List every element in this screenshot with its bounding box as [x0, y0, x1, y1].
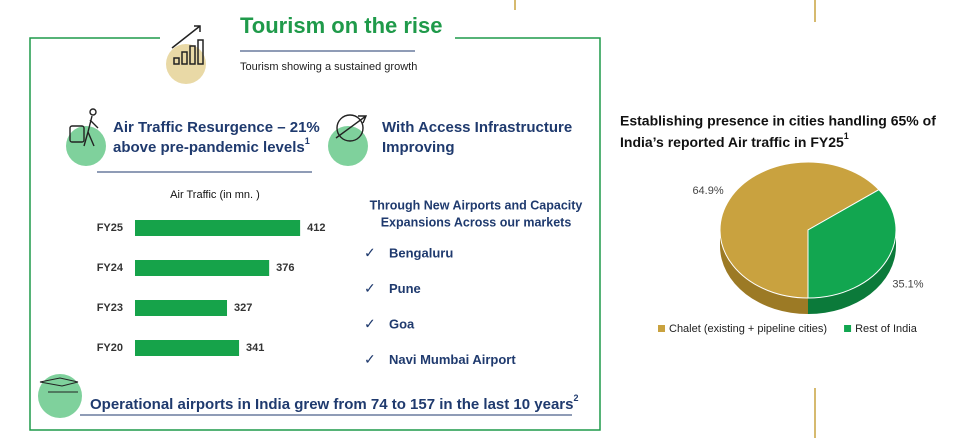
- traveller-icon: [69, 108, 99, 147]
- market: Goa: [389, 316, 415, 331]
- bar: [135, 340, 240, 356]
- chart-title: Establishing presence in cities handling…: [620, 113, 936, 129]
- check: ✓: [364, 316, 376, 332]
- market: Pune: [389, 281, 421, 296]
- title-text: India’s reported Air traffic in FY25: [620, 134, 844, 150]
- intro: Through New Airports and Capacity: [370, 198, 583, 212]
- value-label: 376: [276, 262, 294, 274]
- pie-label: 64.9%: [692, 185, 723, 197]
- value-label: 327: [234, 302, 252, 314]
- pie-label: 35.1%: [892, 279, 923, 291]
- value-label: 341: [246, 342, 264, 354]
- legend-label: Chalet (existing + pipeline cities): [669, 323, 827, 335]
- globe-icon: [335, 114, 368, 142]
- pie-slice: [807, 189, 897, 299]
- title: Tourism on the rise: [240, 13, 443, 38]
- category-label: FY23: [97, 302, 123, 314]
- chart-title: India’s reported Air traffic in FY251: [620, 131, 849, 149]
- pie-side: [808, 230, 896, 314]
- footnote-mark: 1: [844, 131, 849, 141]
- category-label: FY24: [97, 262, 124, 274]
- legend-label: Rest of India: [855, 323, 918, 335]
- pie-slice: [719, 161, 880, 299]
- check: ✓: [364, 280, 376, 296]
- icon-bg: [66, 126, 106, 166]
- bar: [135, 220, 301, 236]
- value-label: 412: [307, 222, 325, 234]
- footnote-mark: 2: [574, 393, 579, 403]
- plane-icon: [39, 377, 79, 393]
- footnote-mark: 1: [305, 136, 310, 146]
- check: ✓: [364, 245, 376, 261]
- category-label: FY25: [97, 222, 123, 234]
- market: Bengaluru: [389, 245, 453, 260]
- section-heading: With Access Infrastructure: [382, 119, 572, 136]
- frame: [29, 37, 601, 431]
- footer-text: Operational airports in India grew from …: [90, 393, 579, 413]
- subtitle: Tourism showing a sustained growth: [240, 61, 417, 73]
- icon-bg: [38, 374, 82, 418]
- legend-swatch: [844, 325, 852, 332]
- footer-main: Operational airports in India grew from …: [90, 396, 574, 413]
- section-heading: Air Traffic Resurgence – 21%: [113, 119, 320, 136]
- intro: Expansions Across our markets: [381, 215, 572, 229]
- legend-swatch: [658, 325, 665, 332]
- bar: [135, 300, 228, 316]
- market: Navi Mumbai Airport: [389, 352, 516, 367]
- growth-icon: [171, 25, 204, 65]
- section-heading: above pre-pandemic levels1: [113, 136, 310, 156]
- chart-title: Air Traffic (in mn. ): [170, 189, 260, 201]
- check: ✓: [364, 351, 376, 367]
- category-label: FY20: [97, 342, 123, 354]
- bar: [135, 260, 270, 276]
- section-heading: Improving: [382, 139, 455, 156]
- heading-text: above pre-pandemic levels: [113, 139, 305, 156]
- pie-side: [720, 230, 808, 314]
